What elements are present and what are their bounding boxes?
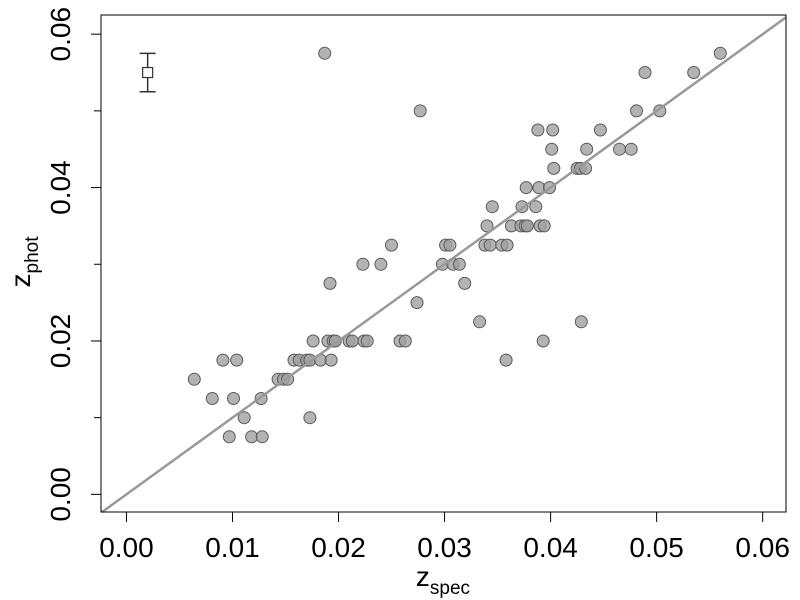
data-point xyxy=(546,123,560,137)
x-tick-label: 0.02 xyxy=(311,532,366,563)
data-point xyxy=(398,334,412,348)
y-tick-label: 0.02 xyxy=(45,314,76,369)
y-axis: 0.00 0.02 0.04 0.06 xyxy=(45,7,101,522)
data-point xyxy=(205,392,219,405)
error-bar-example xyxy=(139,52,156,93)
data-point xyxy=(580,142,594,156)
data-point xyxy=(187,372,201,386)
data-point xyxy=(624,142,638,156)
data-point xyxy=(593,123,607,137)
x-tick-label: 0.00 xyxy=(99,532,154,563)
y-tick-label: 0.00 xyxy=(45,467,76,522)
data-point xyxy=(687,66,701,79)
data-point xyxy=(519,181,533,195)
x-axis-label-main: z xyxy=(416,561,430,592)
data-point xyxy=(303,411,317,425)
data-point xyxy=(318,46,332,60)
data-point xyxy=(713,46,727,60)
y-axis-label-main: z xyxy=(5,273,36,287)
data-point xyxy=(536,334,550,348)
x-axis-label: zspec xyxy=(416,561,470,599)
x-tick-label: 0.01 xyxy=(205,532,260,563)
x-axis-label-sub: spec xyxy=(430,578,470,599)
data-point xyxy=(485,200,499,214)
data-point xyxy=(458,276,472,290)
x-axis: 0.00 0.01 0.02 0.03 0.04 0.05 0.06 xyxy=(99,512,790,563)
data-point xyxy=(385,238,398,252)
data-point xyxy=(574,315,588,329)
data-point xyxy=(547,161,561,175)
data-point xyxy=(613,142,626,156)
data-point xyxy=(230,353,244,367)
data-point xyxy=(360,334,374,348)
data-point xyxy=(499,353,513,367)
data-point xyxy=(356,257,370,271)
x-tick-label: 0.03 xyxy=(417,532,472,563)
data-point xyxy=(410,296,424,310)
plot-frame xyxy=(100,14,787,513)
data-point xyxy=(324,353,338,367)
points-layer xyxy=(187,46,727,444)
data-point xyxy=(545,142,559,156)
data-point xyxy=(237,411,251,425)
data-point xyxy=(452,257,466,271)
data-point xyxy=(255,430,269,444)
data-point xyxy=(520,219,534,233)
error-bar-marker xyxy=(142,66,154,79)
data-point xyxy=(473,315,487,329)
data-point xyxy=(227,392,240,405)
data-point xyxy=(480,219,494,233)
y-tick-label: 0.06 xyxy=(45,7,76,62)
data-point xyxy=(483,238,497,252)
data-point xyxy=(531,123,545,137)
data-point xyxy=(638,66,652,79)
data-point xyxy=(443,238,457,252)
data-point xyxy=(500,238,514,252)
identity-line xyxy=(101,16,787,514)
x-tick-label: 0.06 xyxy=(735,532,790,563)
x-tick-label: 0.05 xyxy=(629,532,684,563)
data-point xyxy=(216,353,230,367)
data-point xyxy=(529,200,543,214)
data-point xyxy=(345,334,359,348)
y-axis-label: zphot xyxy=(5,236,43,288)
data-point xyxy=(323,276,337,290)
data-point xyxy=(222,430,236,444)
y-tick-label: 0.04 xyxy=(45,160,76,215)
y-axis-label-sub: phot xyxy=(22,236,43,274)
data-point xyxy=(413,104,427,118)
x-tick-label: 0.04 xyxy=(523,532,578,563)
data-point xyxy=(306,334,320,348)
data-point xyxy=(630,104,643,118)
data-point xyxy=(537,219,551,233)
data-point xyxy=(374,257,388,271)
